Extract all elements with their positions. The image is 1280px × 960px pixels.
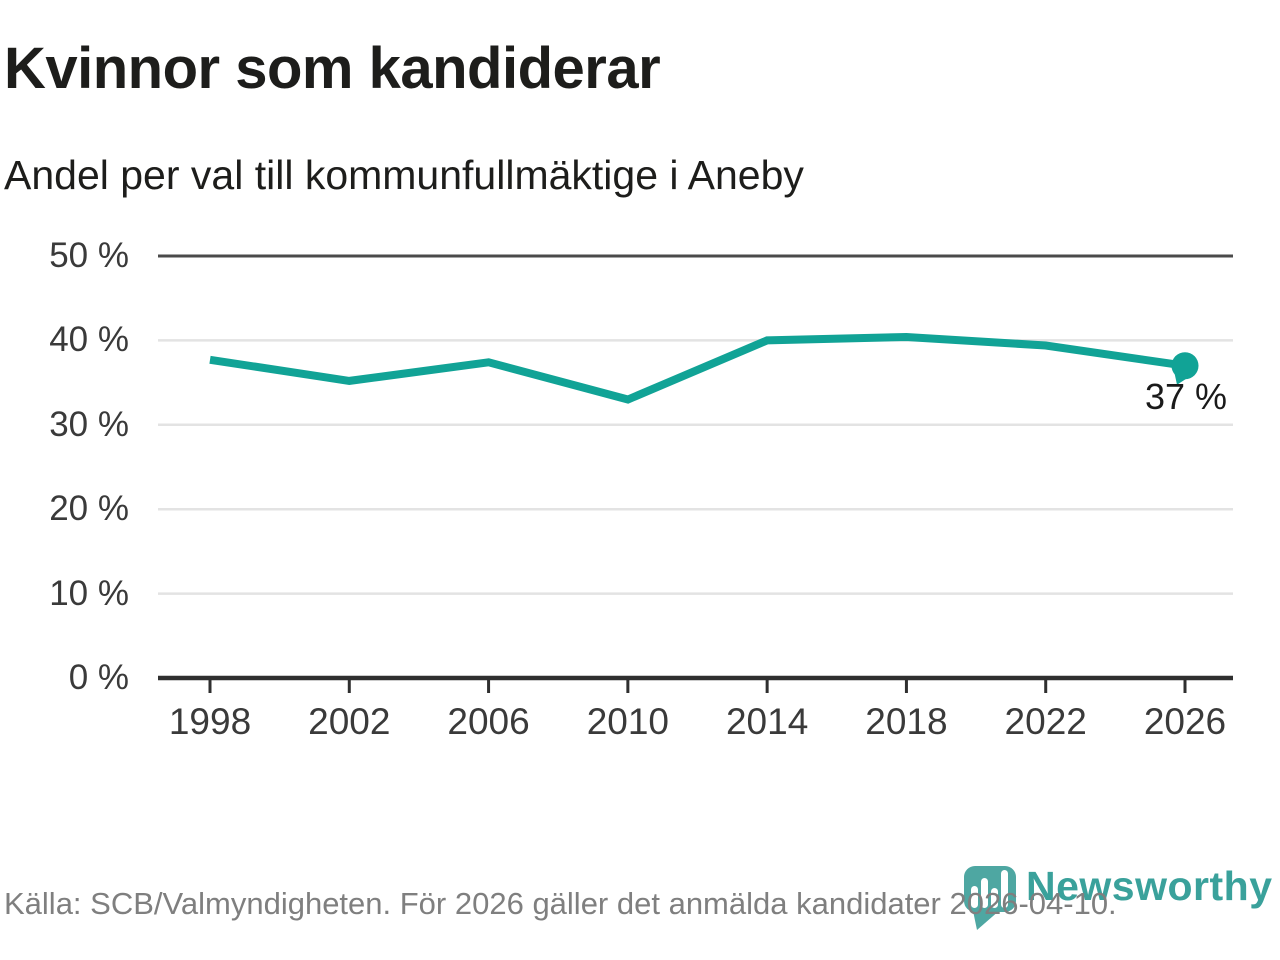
y-axis-label: 50 %: [49, 236, 129, 275]
chart-subtitle: Andel per val till kommunfullmäktige i A…: [4, 152, 804, 198]
page-title: Kvinnor som kandiderar: [4, 36, 661, 101]
source-note: Källa: SCB/Valmyndigheten. För 2026 gäll…: [4, 886, 1117, 921]
x-axis-label: 2022: [1004, 701, 1087, 742]
x-axis-label: 1998: [168, 701, 252, 742]
x-axis-label: 2010: [586, 701, 669, 742]
newsworthy-logo-icon: [964, 866, 1016, 930]
y-axis-label: 40 %: [49, 320, 129, 360]
y-axis-label: 20 %: [49, 489, 129, 529]
end-value-label: 37 %: [1144, 376, 1228, 417]
newsworthy-wordmark: Newsworthy: [1026, 863, 1273, 909]
x-axis-label: 2026: [1143, 701, 1227, 742]
x-axis-label: 2014: [725, 701, 809, 742]
x-axis-label: 2018: [865, 701, 948, 742]
y-axis-label: 10 %: [49, 573, 129, 613]
y-axis-label: 0 %: [68, 658, 129, 697]
y-axis-label: 30 %: [49, 404, 129, 444]
x-axis-label: 2002: [308, 701, 391, 742]
data-line: [209, 332, 1186, 404]
end-point-marker: [1171, 352, 1199, 380]
x-axis-label: 2006: [447, 701, 530, 742]
